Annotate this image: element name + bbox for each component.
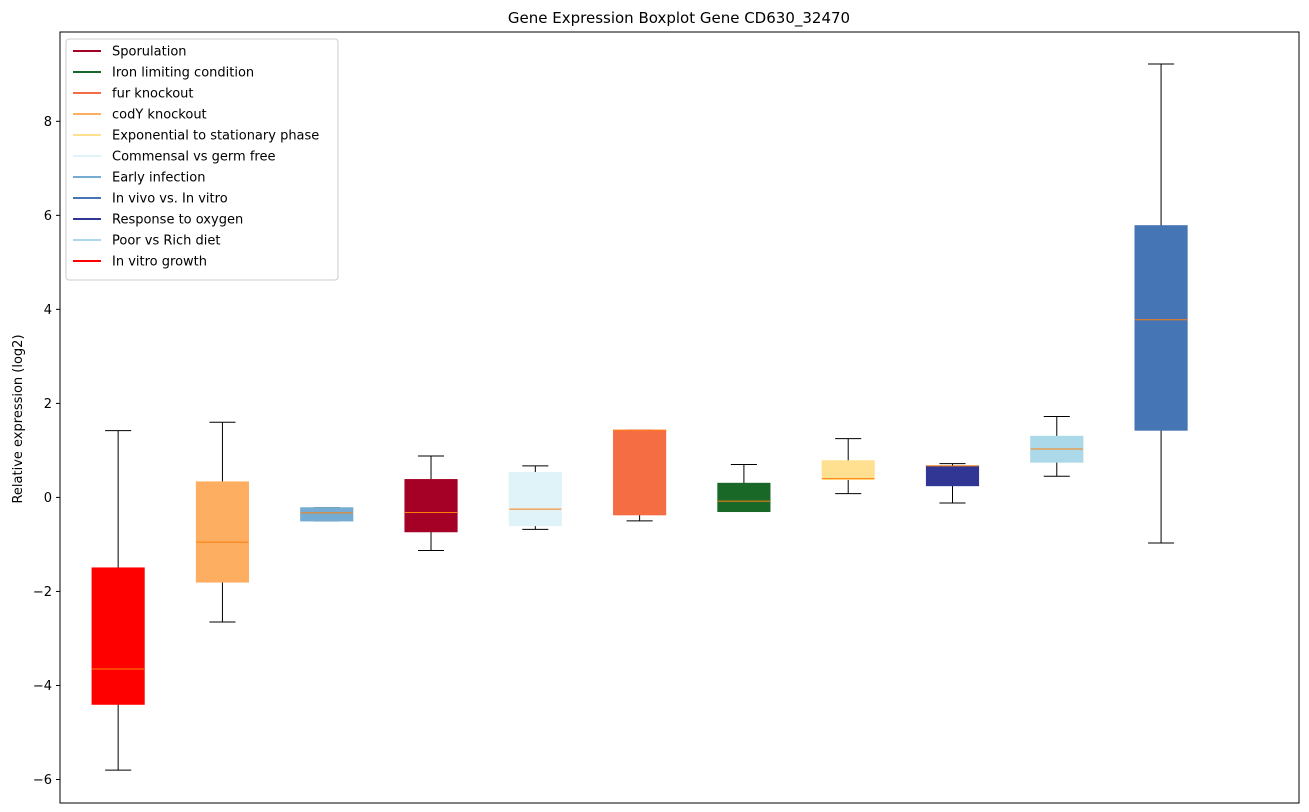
- box-iqr: [404, 479, 458, 533]
- legend-label: codY knockout: [112, 108, 207, 123]
- box-iqr: [717, 482, 771, 513]
- y-tick-label: −6: [33, 773, 52, 788]
- legend-label: In vivo vs. In vitro: [112, 192, 228, 207]
- box-exponential-to-stationary-phase: [821, 438, 875, 495]
- y-tick-label: 6: [44, 209, 52, 224]
- box-iqr: [925, 465, 980, 487]
- box-in-vivo-vs-in-vitro: [1134, 63, 1188, 544]
- box-iqr: [508, 472, 562, 527]
- y-tick-label: 8: [44, 115, 52, 130]
- y-tick-label: −2: [33, 585, 52, 600]
- box-iron-limiting-condition: [717, 464, 771, 513]
- box-in-vitro-growth: [91, 430, 145, 771]
- box-iqr: [821, 460, 875, 481]
- legend-label: fur knockout: [112, 87, 194, 102]
- box-iqr: [613, 429, 667, 516]
- legend-label: Early infection: [112, 171, 205, 186]
- legend-label: In vitro growth: [112, 255, 207, 270]
- plot-frame: [59, 31, 1300, 804]
- boxes-layer: [91, 63, 1188, 771]
- box-cody-knockout: [195, 421, 250, 623]
- legend-label: Iron limiting condition: [112, 66, 254, 81]
- chart-title: Gene Expression Boxplot Gene CD630_32470: [508, 9, 850, 28]
- box-sporulation: [404, 455, 458, 552]
- box-iqr: [195, 481, 250, 583]
- legend-label: Poor vs Rich diet: [112, 234, 220, 249]
- box-fur-knockout: [613, 429, 667, 522]
- box-early-infection: [300, 507, 354, 522]
- legend-label: Commensal vs germ free: [112, 150, 275, 165]
- legend: Sporulation Iron limiting condition fur kn…: [65, 38, 339, 281]
- y-axis-label: Relative expression (log2): [11, 334, 26, 503]
- y-tick-label: 4: [44, 303, 52, 318]
- box-poor-vs-rich-diet: [1030, 416, 1084, 477]
- box-iqr: [300, 507, 354, 522]
- legend-frame: [65, 38, 339, 281]
- box-iqr: [1134, 225, 1188, 431]
- y-ticks: −6 −4 −2 0 2 4 6 8: [33, 115, 60, 788]
- legend-label: Exponential to stationary phase: [112, 129, 319, 144]
- box-response-to-oxygen: [925, 463, 980, 504]
- y-tick-label: 2: [44, 397, 52, 412]
- box-commensal-vs-germ-free: [508, 465, 562, 530]
- legend-label: Response to oxygen: [112, 213, 243, 228]
- legend-label: Sporulation: [112, 45, 187, 60]
- box-iqr: [91, 567, 145, 705]
- y-tick-label: −4: [33, 679, 52, 694]
- y-tick-label: 0: [44, 491, 52, 506]
